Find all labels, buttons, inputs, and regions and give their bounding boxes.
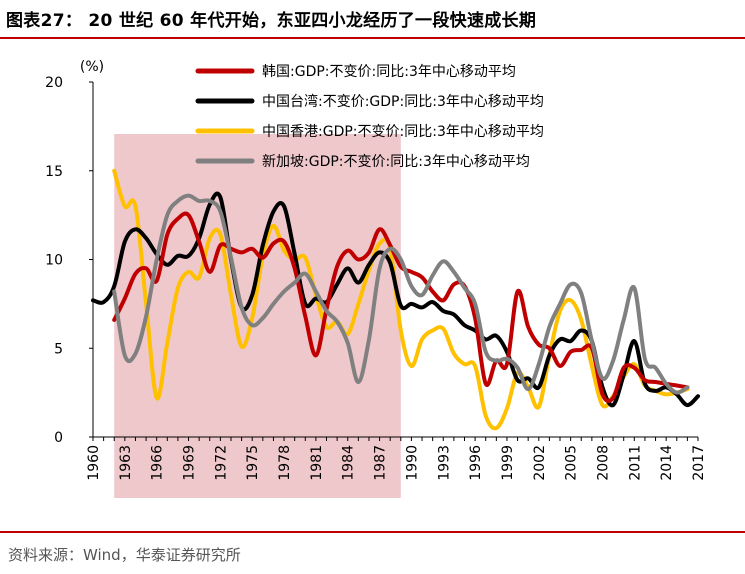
x-tick-label: 2017	[691, 445, 707, 481]
y-tick-label: 0	[54, 430, 63, 446]
y-tick-label: 5	[54, 341, 63, 357]
shaded-period	[114, 134, 401, 498]
x-tick-label: 1960	[86, 445, 102, 481]
legend-taiwan-label: 中国台湾:不变价:GDP:同比:3年中心移动平均	[262, 93, 544, 110]
title-rule	[0, 37, 745, 39]
y-unit-label: (%)	[80, 59, 104, 75]
legend-korea-label: 韩国:GDP:不变价:同比:3年中心移动平均	[262, 64, 516, 80]
footer-rule	[0, 531, 745, 533]
x-tick-label: 2014	[659, 445, 675, 481]
x-tick-label: 1981	[309, 445, 325, 481]
x-tick-label: 2002	[532, 445, 548, 481]
x-tick-label: 1987	[373, 445, 389, 481]
hongkong-series-line	[112, 168, 690, 431]
y-tick-label: 10	[45, 253, 63, 269]
x-tick-label: 2005	[564, 445, 580, 481]
series-lines	[91, 168, 700, 431]
chart-title: 图表27： 20 世纪 60 年代开始，东亚四小龙经历了一段快速成长期	[6, 11, 537, 31]
x-tick-label: 1999	[500, 445, 516, 481]
x-tick-label: 1972	[213, 445, 229, 481]
x-tick-label: 1996	[468, 445, 484, 481]
x-tick-label: 1963	[118, 445, 134, 481]
y-ticks: 0 5 10 15 20	[45, 75, 93, 446]
legend: 韩国:GDP:不变价:同比:3年中心移动平均中国台湾:不变价:GDP:同比:3年…	[195, 64, 544, 170]
y-tick-label: 20	[45, 75, 63, 91]
y-tick-label: 15	[45, 164, 63, 180]
x-tick-label: 1993	[436, 445, 452, 481]
x-tick-label: 1969	[182, 445, 198, 481]
source-note: 资料来源：Wind，华泰证券研究所	[8, 546, 241, 564]
x-tick-label: 2011	[627, 445, 643, 481]
x-tick-label: 2008	[595, 445, 611, 481]
singapore-series-line	[112, 193, 690, 395]
x-tick-label: 1978	[277, 445, 293, 481]
legend-singapore-label: 新加坡:GDP:不变价:同比:3年中心移动平均	[262, 154, 530, 170]
x-tick-label: 1975	[245, 445, 261, 481]
x-ticks: 1960 1963 1966 1969 1972 1975 1978 1981 1984 1987…	[86, 437, 707, 481]
x-tick-label: 1966	[150, 445, 166, 481]
legend-hongkong-label: 中国香港:GDP:不变价:同比:3年中心移动平均	[262, 124, 544, 140]
x-tick-label: 1984	[341, 445, 357, 481]
shaded-period-layer	[114, 134, 401, 498]
x-tick-label: 1990	[404, 445, 420, 481]
